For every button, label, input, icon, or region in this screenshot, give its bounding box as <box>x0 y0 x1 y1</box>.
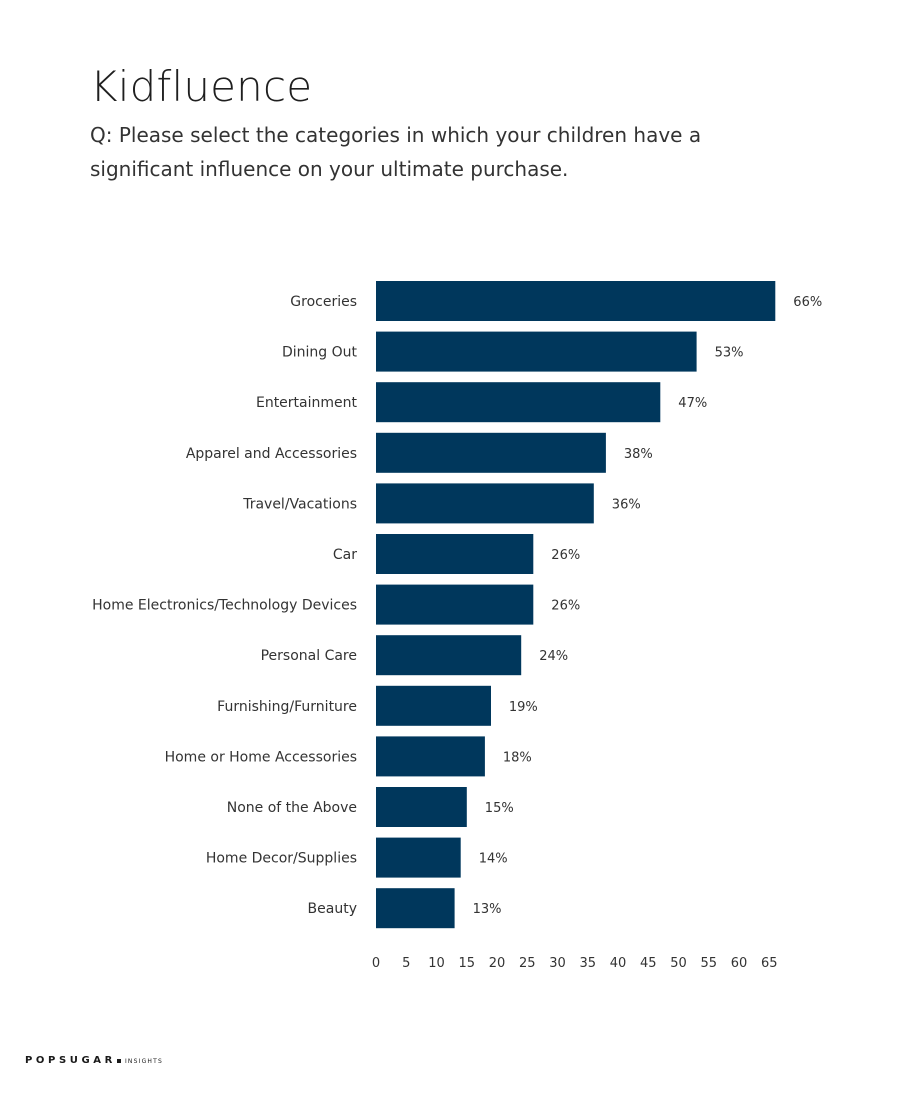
bar-2 <box>376 382 661 423</box>
bar-1 <box>376 331 697 372</box>
chart-subtitle: Q: Please select the categories in which… <box>90 123 702 181</box>
category-label-8: Furnishing/Furniture <box>217 699 357 715</box>
x-tick-label-1: 5 <box>402 956 410 971</box>
value-label-7: 24% <box>539 649 568 664</box>
category-label-11: Home Decor/Supplies <box>206 851 357 867</box>
x-tick-label-0: 0 <box>372 956 380 971</box>
bar-5 <box>376 534 534 574</box>
x-tick-label-8: 40 <box>610 956 627 971</box>
category-label-10: None of the Above <box>227 800 357 816</box>
category-label-5: Car <box>333 547 357 563</box>
category-label-4: Travel/Vacations <box>242 496 357 512</box>
value-label-1: 53% <box>715 346 744 361</box>
x-tick-label-4: 20 <box>489 956 506 971</box>
bar-7 <box>376 635 522 676</box>
category-label-3: Apparel and Accessories <box>186 446 357 462</box>
x-tick-label-11: 55 <box>701 956 718 971</box>
x-tick-label-5: 25 <box>519 956 536 971</box>
category-label-9: Home or Home Accessories <box>165 749 357 765</box>
value-label-0: 66% <box>793 295 822 310</box>
logo-wordmark: POPSUGAR <box>25 1055 116 1066</box>
bar-10 <box>376 787 467 827</box>
value-label-10: 15% <box>485 801 514 816</box>
logo-subtext: INSIGHTS <box>124 1058 164 1065</box>
value-label-9: 18% <box>503 750 532 765</box>
value-label-11: 14% <box>479 852 508 867</box>
x-tick-label-3: 15 <box>459 956 476 971</box>
x-tick-label-6: 30 <box>549 956 566 971</box>
x-tick-label-10: 50 <box>670 956 687 971</box>
bar-8 <box>376 685 491 726</box>
value-label-4: 36% <box>612 497 641 512</box>
category-label-12: Beauty <box>308 901 357 917</box>
x-tick-label-7: 35 <box>580 956 597 971</box>
x-tick-label-9: 45 <box>640 956 657 971</box>
value-label-6: 26% <box>551 599 580 614</box>
category-label-0: Groceries <box>290 294 357 310</box>
category-label-2: Entertainment <box>256 395 358 411</box>
bar-3 <box>376 432 606 473</box>
chart-title: Kidfluence <box>90 62 313 111</box>
bar-0 <box>376 281 776 321</box>
x-tick-label-2: 10 <box>428 956 445 971</box>
bar-9 <box>376 736 485 777</box>
logo-dot-icon <box>116 1059 121 1063</box>
value-label-8: 19% <box>509 700 538 715</box>
value-label-2: 47% <box>678 396 707 411</box>
category-label-1: Dining Out <box>282 345 358 361</box>
x-tick-label-12: 60 <box>731 956 748 971</box>
category-label-6: Home Electronics/Technology Devices <box>92 598 357 614</box>
category-label-7: Personal Care <box>261 648 357 664</box>
bar-4 <box>376 483 594 524</box>
value-label-12: 13% <box>473 902 502 917</box>
popsugar-insights-logo: POPSUGAR INSIGHTS <box>25 1055 163 1066</box>
bar-12 <box>376 888 455 929</box>
value-label-5: 26% <box>551 548 580 563</box>
bar-6 <box>376 584 534 625</box>
x-tick-label-13: 65 <box>761 956 778 971</box>
bar-11 <box>376 837 461 878</box>
value-label-3: 38% <box>624 447 653 462</box>
